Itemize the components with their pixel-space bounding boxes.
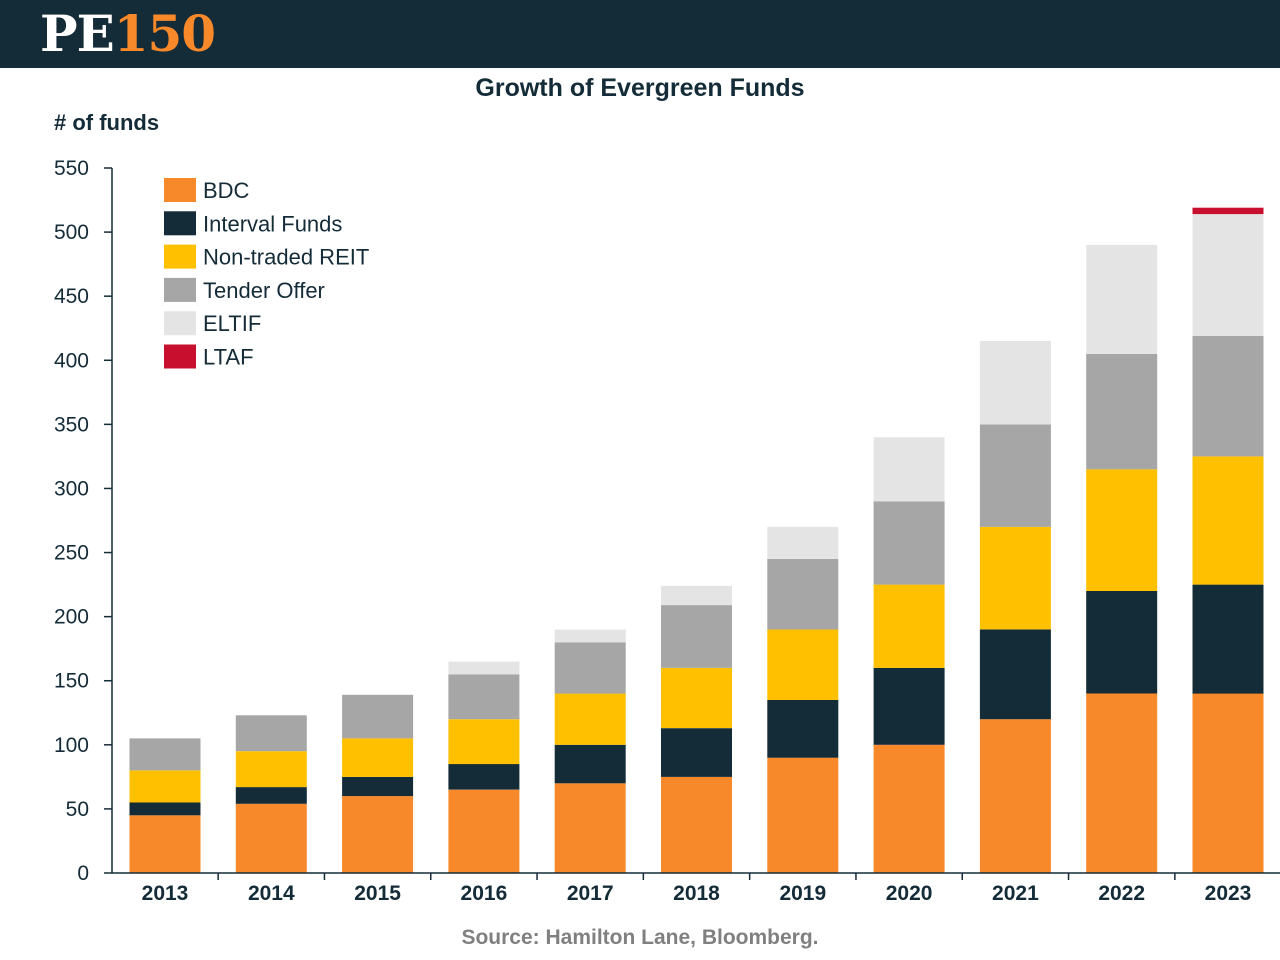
header-bar: PE150 xyxy=(0,0,1280,68)
bar-non-traded-reit-2018 xyxy=(661,667,732,729)
bar-tender-offer-2017 xyxy=(554,642,626,694)
y-tick-label-350: 350 xyxy=(54,413,89,436)
bar-non-traded-reit-2016 xyxy=(448,719,520,765)
x-tick-label-2017: 2017 xyxy=(567,882,614,905)
x-tick-label-2021: 2021 xyxy=(992,882,1039,905)
y-tick-label-0: 0 xyxy=(77,862,89,885)
bar-non-traded-reit-2022 xyxy=(1086,469,1158,591)
legend: BDC Interval Funds Non-traded REIT Tender O… xyxy=(164,178,369,370)
y-tick-label-100: 100 xyxy=(54,734,89,757)
legend-swatch-tender-offer xyxy=(164,277,196,302)
bar-interval-funds-2014 xyxy=(235,787,307,804)
legend-label-eltif: ELTIF xyxy=(203,311,261,336)
bar-eltif-2016 xyxy=(448,661,520,675)
bar-non-traded-reit-2017 xyxy=(554,693,626,745)
bar-eltif-2021 xyxy=(979,341,1051,425)
bar-eltif-2017 xyxy=(554,629,626,643)
bar-interval-funds-2020 xyxy=(873,667,945,745)
bar-non-traded-reit-2014 xyxy=(235,751,307,788)
bar-eltif-2022 xyxy=(1086,244,1158,354)
pe150-logo: PE150 xyxy=(40,4,216,63)
bar-tender-offer-2020 xyxy=(873,501,945,585)
x-tick-label-2019: 2019 xyxy=(779,882,826,905)
bar-interval-funds-2022 xyxy=(1086,591,1158,694)
bar-bdc-2020 xyxy=(873,744,945,873)
x-tick-label-2013: 2013 xyxy=(142,882,189,905)
y-tick-label-550: 550 xyxy=(54,157,89,180)
x-tick-label-2014: 2014 xyxy=(248,882,295,905)
bar-tender-offer-2019 xyxy=(767,559,839,630)
bar-bdc-2023 xyxy=(1192,693,1264,873)
bar-bdc-2013 xyxy=(129,815,201,873)
bar-non-traded-reit-2020 xyxy=(873,584,945,668)
bar-bdc-2018 xyxy=(661,776,732,873)
x-tick-label-2020: 2020 xyxy=(886,882,933,905)
bar-eltif-2020 xyxy=(873,437,945,502)
logo-pe-text: PE xyxy=(40,4,115,63)
bar-eltif-2018 xyxy=(661,585,732,606)
bar-tender-offer-2021 xyxy=(979,424,1051,527)
bar-tender-offer-2016 xyxy=(448,674,520,720)
bar-interval-funds-2019 xyxy=(767,700,839,758)
source-note: Source: Hamilton Lane, Bloomberg. xyxy=(461,926,819,949)
bar-tender-offer-2015 xyxy=(342,694,414,739)
y-tick-label-500: 500 xyxy=(54,221,89,244)
bar-interval-funds-2018 xyxy=(661,728,732,777)
bar-non-traded-reit-2019 xyxy=(767,629,839,700)
axes-layer: 2013 2014 2015 2016 2017 2018 2019 2020 2021 2022… xyxy=(54,157,1280,905)
bar-bdc-2022 xyxy=(1086,693,1158,873)
bar-non-traded-reit-2021 xyxy=(979,526,1051,630)
legend-label-interval-funds: Interval Funds xyxy=(203,211,342,236)
bar-interval-funds-2021 xyxy=(979,629,1051,720)
bar-eltif-2019 xyxy=(767,526,839,559)
bar-bdc-2016 xyxy=(448,789,520,873)
legend-swatch-non-traded-reit xyxy=(164,244,196,269)
y-tick-label-300: 300 xyxy=(54,477,89,500)
logo-150-text: 150 xyxy=(113,4,216,63)
legend-swatch-interval-funds xyxy=(164,211,196,236)
x-tick-label-2018: 2018 xyxy=(673,882,720,905)
y-axis-label: # of funds xyxy=(54,110,160,135)
y-tick-label-400: 400 xyxy=(54,349,89,372)
bar-bdc-2017 xyxy=(554,783,626,873)
chart-title: Growth of Evergreen Funds xyxy=(475,74,805,102)
bar-non-traded-reit-2013 xyxy=(129,770,201,803)
bar-interval-funds-2017 xyxy=(554,744,626,784)
legend-label-non-traded-reit: Non-traded REIT xyxy=(203,245,369,270)
bar-interval-funds-2016 xyxy=(448,764,520,790)
bar-interval-funds-2013 xyxy=(129,802,201,816)
bar-tender-offer-2014 xyxy=(235,715,307,752)
bar-bdc-2019 xyxy=(767,757,839,873)
y-tick-label-250: 250 xyxy=(54,542,89,565)
bar-bdc-2014 xyxy=(235,803,307,873)
bar-tender-offer-2013 xyxy=(129,738,201,771)
bar-non-traded-reit-2023 xyxy=(1192,456,1264,585)
y-tick-label-150: 150 xyxy=(54,670,89,693)
bar-tender-offer-2023 xyxy=(1192,335,1264,457)
bar-tender-offer-2018 xyxy=(661,605,732,668)
legend-swatch-eltif xyxy=(164,311,196,336)
x-tick-label-2022: 2022 xyxy=(1098,882,1145,905)
bar-non-traded-reit-2015 xyxy=(342,738,414,777)
y-tick-label-200: 200 xyxy=(54,606,89,629)
x-tick-label-2023: 2023 xyxy=(1205,882,1252,905)
bar-interval-funds-2023 xyxy=(1192,584,1264,694)
bar-bdc-2015 xyxy=(342,796,414,873)
bar-layer xyxy=(129,207,1264,873)
bar-eltif-2023 xyxy=(1192,214,1264,336)
legend-label-bdc: BDC xyxy=(203,178,250,203)
legend-swatch-bdc xyxy=(164,178,196,202)
x-tick-label-2016: 2016 xyxy=(461,882,508,905)
bar-ltaf-2023 xyxy=(1192,207,1264,215)
bar-tender-offer-2022 xyxy=(1086,353,1158,470)
y-tick-label-450: 450 xyxy=(54,285,89,308)
legend-swatch-ltaf xyxy=(164,344,196,369)
legend-label-tender-offer: Tender Offer xyxy=(203,278,325,303)
legend-label-ltaf: LTAF xyxy=(203,345,254,370)
y-tick-label-50: 50 xyxy=(66,798,89,821)
x-tick-label-2015: 2015 xyxy=(354,882,401,905)
bar-bdc-2021 xyxy=(979,719,1051,873)
bar-interval-funds-2015 xyxy=(342,776,414,797)
